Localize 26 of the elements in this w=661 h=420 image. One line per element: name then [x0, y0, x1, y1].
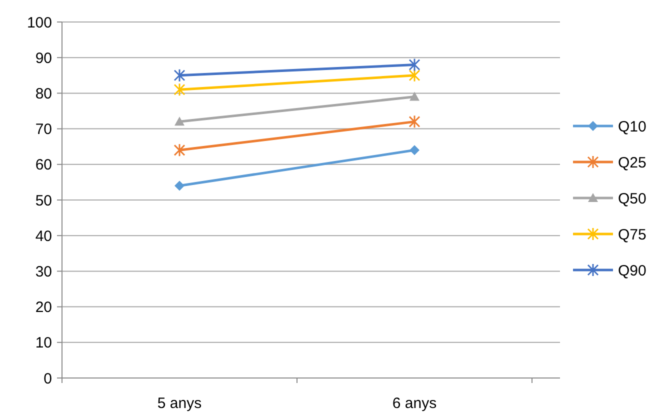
legend-label: Q25 — [618, 154, 646, 172]
y-tick-label: 0 — [44, 370, 52, 388]
y-tick-label: 90 — [35, 50, 52, 67]
point — [174, 180, 184, 191]
y-tick-label: 20 — [35, 299, 52, 316]
x-tick-label: 5 anys — [157, 395, 202, 412]
legend-label: Q90 — [618, 262, 646, 280]
point — [174, 143, 186, 157]
y-tick-label: 60 — [35, 156, 52, 174]
point — [174, 68, 186, 82]
y-tick-label: 50 — [35, 192, 52, 210]
y-tick-label: 100 — [26, 14, 52, 32]
y-tick-label: 30 — [35, 263, 52, 280]
y-tick-label: 10 — [35, 334, 52, 352]
x-tick-label: 6 anys — [392, 395, 437, 412]
legend-label: Q50 — [618, 190, 646, 208]
legend-label: Q75 — [618, 226, 646, 244]
legend-label: Q10 — [618, 118, 646, 136]
point — [408, 58, 420, 72]
point — [174, 82, 186, 96]
y-tick-label: 40 — [35, 228, 52, 245]
point — [408, 68, 420, 82]
point — [410, 145, 420, 156]
y-tick-label: 80 — [35, 85, 52, 102]
point — [408, 114, 420, 128]
y-tick-label: 70 — [35, 121, 52, 138]
